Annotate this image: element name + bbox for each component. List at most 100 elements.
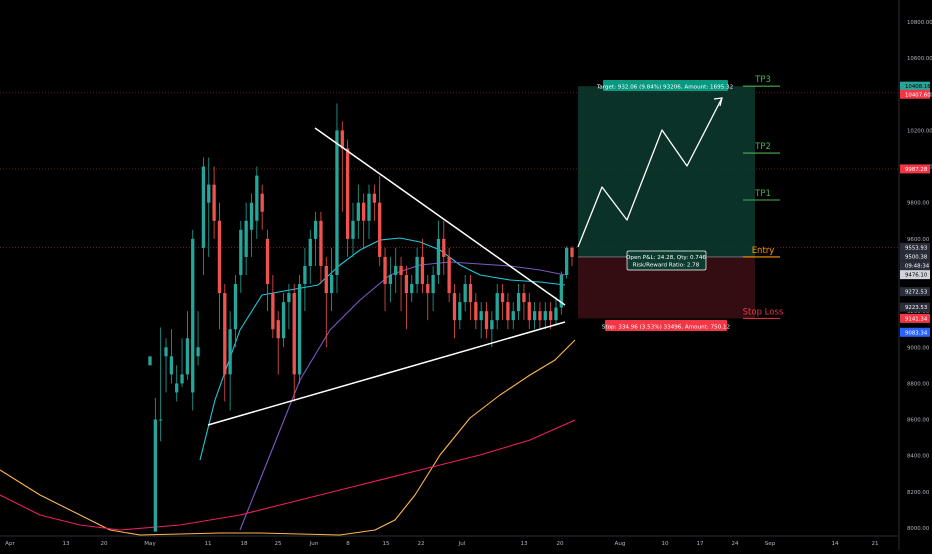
triangle-trendlines[interactable] (207, 127, 566, 426)
candle-body (543, 311, 547, 321)
candle-body (506, 302, 510, 321)
price-tag-label: 9476.10 (905, 273, 928, 279)
candle-body (233, 284, 238, 330)
candle-body (538, 311, 542, 321)
candle-body (287, 293, 291, 303)
candle-body (436, 238, 441, 275)
target-levels[interactable]: TP3 TP2 TP1 Entry Stop Loss (743, 75, 784, 319)
candle-body (196, 347, 200, 357)
candle-body (169, 356, 174, 375)
candle-body (223, 293, 227, 375)
candle-body (212, 184, 216, 221)
time-tick-label: Jul (458, 541, 466, 547)
candle-body (217, 220, 222, 294)
price-tag-label: 9553.93 (905, 245, 927, 251)
candle-body (255, 175, 259, 221)
candle-body (324, 265, 328, 294)
candle-body (239, 229, 243, 275)
price-tick-label: 9000.00 (907, 345, 930, 351)
price-tick-label: 8000.00 (907, 526, 930, 532)
time-tick-label: 8 (346, 541, 350, 547)
candle-body (554, 307, 558, 321)
stop-label-box (605, 320, 727, 331)
candle-body (420, 256, 425, 285)
price-tag-label: 9987.28 (905, 167, 928, 173)
candle-body (468, 284, 473, 303)
candle-body (511, 311, 515, 321)
candle-body (175, 383, 179, 393)
candle-body (484, 311, 489, 330)
projection-arrow[interactable] (577, 97, 723, 248)
time-tick-label: 14 (831, 541, 839, 547)
candle-body (495, 293, 499, 321)
stop-label: Stop: 334.96 (3.53%) 33496, Amount: 750.… (602, 325, 730, 331)
time-tick-label: 25 (274, 541, 282, 547)
candle-body (388, 275, 393, 285)
time-tick-label: 21 (871, 541, 879, 547)
price-tag-label: 9141.34 (905, 316, 928, 322)
candle-body (516, 293, 521, 312)
time-tick-label: 24 (731, 541, 739, 547)
candle-body (297, 284, 302, 375)
profit-zone[interactable] (578, 86, 755, 257)
price-tag-label: 09:48:34 (905, 264, 930, 270)
time-tick-label: 20 (556, 541, 564, 547)
candle-body (559, 275, 563, 308)
candle-body (303, 265, 307, 285)
candle-body (308, 238, 312, 266)
projection-path[interactable] (577, 97, 723, 248)
price-tick-label: 9800.00 (907, 201, 930, 207)
candle-body (500, 293, 505, 303)
moving-average-2 (0, 339, 576, 536)
candle-body (415, 256, 419, 285)
moving-average-lines (0, 237, 576, 536)
candle-body (548, 311, 553, 321)
candle-body (228, 329, 232, 375)
candle-body (399, 265, 403, 275)
candle-body (276, 320, 280, 339)
time-tick-label: 18 (240, 541, 248, 547)
time-tick-label: 13 (62, 541, 70, 547)
price-tag-box (900, 327, 930, 337)
time-tick-label: Sep (765, 541, 776, 547)
moving-average-1 (239, 261, 566, 531)
candle-body (164, 347, 168, 357)
candle-body (404, 275, 409, 294)
candle-body (394, 265, 398, 275)
price-tick-label: 10200.00 (907, 128, 932, 134)
price-tag-box (900, 81, 930, 91)
price-tag-box (900, 242, 930, 252)
candle-body (351, 220, 355, 239)
long-position-tool[interactable]: Target: 932.06 (9.84%) 93206, Amount: 16… (578, 80, 755, 331)
candle-body (335, 130, 339, 275)
trendline-0[interactable] (314, 127, 566, 306)
candlesticks (148, 103, 574, 532)
candle-body (458, 302, 462, 321)
arrow-head (713, 97, 723, 107)
time-tick-label: 13 (520, 541, 528, 547)
candle-body (180, 374, 184, 384)
candle-body (207, 184, 211, 203)
level-label-tp2: TP2 (754, 142, 771, 152)
candle-body (490, 320, 494, 330)
time-axis[interactable]: Apr 13 20 May 11 18 25 Jun 8 15 22 Jul 13 20 Aug 10 17 24… (0, 535, 898, 547)
price-tick-label: 8400.00 (907, 454, 930, 460)
level-label-stop-loss: Stop Loss (743, 307, 784, 317)
pnl-label-box (626, 250, 707, 271)
candle-body (201, 166, 206, 248)
candle-body (383, 256, 387, 285)
candle-body (260, 193, 264, 212)
price-axis[interactable]: 8000.00 8200.00 8400.00 8600.00 8800.00 9000.… (898, 0, 932, 550)
time-tick-label: May (144, 541, 156, 547)
price-tag-box (900, 251, 930, 261)
price-tick-label: 10800.00 (907, 20, 932, 26)
candle-body (356, 202, 360, 221)
trendline-1[interactable] (207, 321, 566, 426)
price-tick-label: 9600.00 (907, 237, 930, 243)
price-tag-box (900, 261, 930, 271)
candle-body (249, 202, 254, 230)
candle-body (367, 193, 371, 221)
price-tick-label: 9200.00 (907, 309, 930, 315)
